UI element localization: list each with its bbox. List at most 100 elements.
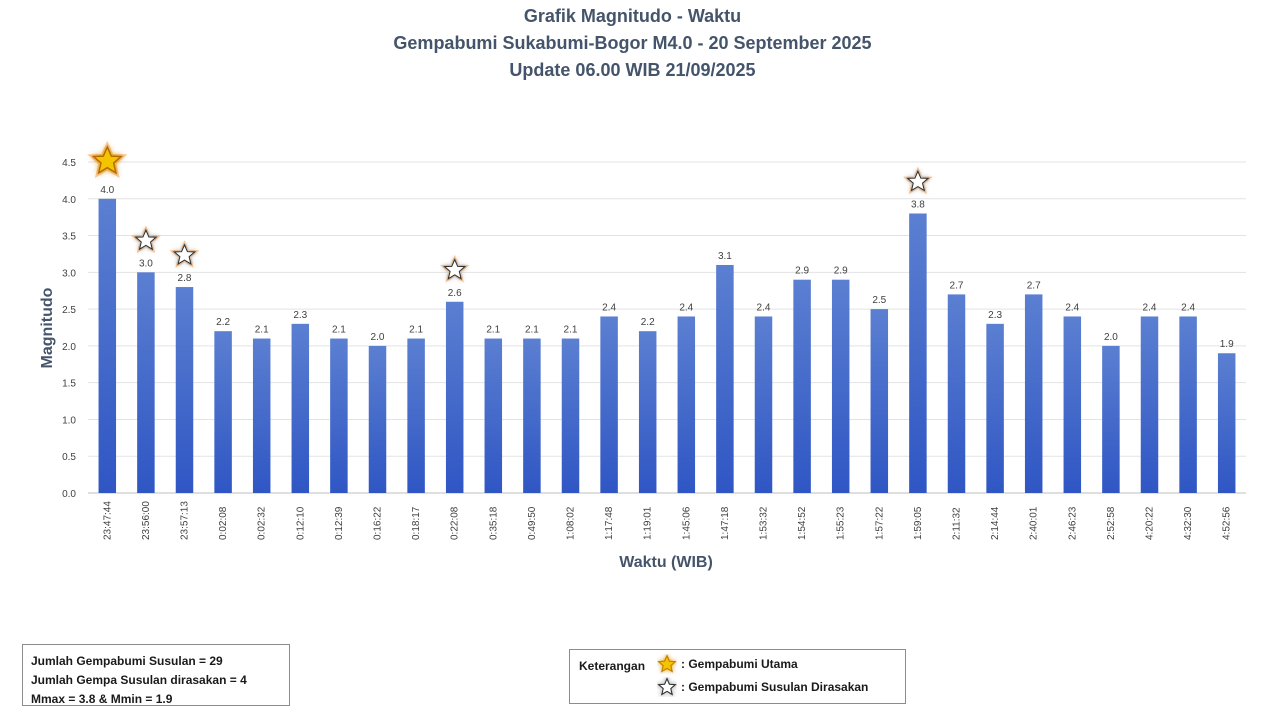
x-tick-label: 0:49:50 bbox=[527, 506, 538, 540]
chart-title: Grafik Magnitudo - Waktu bbox=[523, 6, 742, 26]
bar bbox=[214, 331, 232, 493]
bar bbox=[909, 213, 927, 493]
bar bbox=[754, 316, 773, 493]
bar bbox=[137, 272, 155, 493]
bar bbox=[986, 323, 1004, 493]
star-outline-icon bbox=[657, 677, 677, 696]
chart-update-note: Update 06.00 WIB 21/09/2025 bbox=[509, 60, 756, 80]
y-axis-label: Magnitudo bbox=[39, 287, 56, 368]
bar bbox=[175, 287, 194, 493]
bar-value-label: 2.9 bbox=[795, 266, 809, 277]
bar bbox=[677, 316, 696, 493]
bar bbox=[368, 345, 387, 493]
y-axis-ticks: 0.0 0.5 1.0 1.5 2.0 2.5 3.0 3.5 4.0 4.5 bbox=[62, 158, 76, 500]
x-tick-label: 4:20:22 bbox=[1145, 506, 1156, 540]
bar-value-label: 3.1 bbox=[718, 251, 732, 262]
gridlines bbox=[88, 161, 1246, 494]
bar bbox=[407, 338, 425, 493]
bar bbox=[716, 264, 734, 493]
bar-value-label: 2.4 bbox=[1143, 302, 1157, 313]
y-tick-label: 0.5 bbox=[62, 452, 76, 463]
y-tick-label: 1.5 bbox=[62, 379, 76, 390]
bar-value-label: 2.0 bbox=[1104, 332, 1118, 343]
bar-value-label: 2.4 bbox=[757, 302, 771, 313]
x-tick-label: 0:12:10 bbox=[295, 506, 306, 540]
y-tick-label: 1.0 bbox=[62, 415, 76, 426]
bar-value-label: 3.8 bbox=[911, 199, 925, 210]
bar bbox=[445, 301, 464, 493]
chart-subtitle: Gempabumi Sukabumi-Bogor M4.0 - 20 Septe… bbox=[393, 33, 872, 53]
felt-aftershock-star-icon bbox=[134, 228, 158, 251]
x-axis-ticks: 23:47:44 23:56:00 23:57:13 0:02:08 0:02:32 0:… bbox=[102, 501, 1232, 540]
summary-box: Jumlah Gempabumi Susulan = 29 Jumlah Gem… bbox=[22, 644, 290, 706]
y-tick-label: 2.5 bbox=[62, 305, 76, 316]
bar bbox=[561, 338, 580, 493]
bar-value-label: 2.1 bbox=[409, 325, 423, 336]
bar-value-label: 2.4 bbox=[602, 302, 616, 313]
x-tick-label: 1:45:06 bbox=[681, 506, 692, 540]
x-tick-label: 4:32:30 bbox=[1183, 506, 1194, 540]
bar bbox=[947, 294, 966, 493]
bar bbox=[1140, 316, 1159, 493]
bar bbox=[870, 309, 889, 493]
legend: Keterangan : Gempabumi Utama : Gempabumi… bbox=[569, 649, 906, 704]
legend-main-label: : Gempabumi Utama bbox=[681, 657, 798, 671]
x-tick-label: 1:53:32 bbox=[759, 506, 770, 540]
x-tick-label: 4:52:56 bbox=[1222, 506, 1233, 540]
bar bbox=[484, 338, 503, 493]
bar-value-label: 2.3 bbox=[293, 310, 307, 321]
bars bbox=[98, 198, 1236, 493]
x-tick-label: 2:52:58 bbox=[1106, 506, 1117, 540]
bar-value-label: 2.1 bbox=[332, 325, 346, 336]
bar-value-label: 2.1 bbox=[564, 325, 578, 336]
bar bbox=[1217, 353, 1236, 493]
x-tick-label: 2:46:23 bbox=[1067, 506, 1078, 540]
x-tick-label: 2:40:01 bbox=[1029, 506, 1040, 540]
x-tick-label: 0:02:32 bbox=[257, 506, 268, 540]
bar-value-label: 2.7 bbox=[950, 280, 964, 291]
bar-value-label: 2.4 bbox=[1181, 302, 1195, 313]
felt-aftershock-star-icon bbox=[906, 169, 930, 192]
x-tick-label: 1:57:22 bbox=[874, 506, 885, 540]
main-shock-star-icon bbox=[91, 145, 124, 175]
x-tick-label: 1:55:23 bbox=[836, 506, 847, 540]
bar bbox=[600, 316, 618, 493]
bar-value-label: 2.4 bbox=[679, 302, 693, 313]
y-tick-label: 3.5 bbox=[62, 232, 76, 243]
summary-magnitude-range: Mmax = 3.8 & Mmin = 1.9 bbox=[31, 692, 173, 706]
magnitude-bar-chart: 0.0 0.5 1.0 1.5 2.0 2.5 3.0 3.5 4.0 4.5 4.0 3.0 2.8… bbox=[39, 140, 1246, 571]
x-tick-label: 1:47:18 bbox=[720, 506, 731, 540]
bar bbox=[1024, 294, 1043, 493]
y-tick-label: 2.0 bbox=[62, 342, 76, 353]
bar bbox=[291, 323, 310, 493]
bar-value-label: 2.2 bbox=[216, 317, 230, 328]
star-filled-icon bbox=[657, 654, 677, 673]
bar-value-label: 2.3 bbox=[988, 310, 1002, 321]
x-tick-label: 0:16:22 bbox=[373, 506, 384, 540]
legend-felt-label: : Gempabumi Susulan Dirasakan bbox=[681, 680, 869, 694]
x-tick-label: 0:22:08 bbox=[450, 506, 461, 540]
bar-value-label: 2.6 bbox=[448, 288, 462, 299]
bar bbox=[831, 279, 850, 493]
legend-item-felt: : Gempabumi Susulan Dirasakan bbox=[657, 677, 868, 697]
felt-aftershock-star-icon bbox=[172, 243, 197, 266]
y-tick-label: 3.0 bbox=[62, 268, 76, 279]
x-tick-label: 23:56:00 bbox=[141, 501, 152, 540]
data-labels: 4.0 3.0 2.8 2.2 2.1 2.3 2.1 2.0 2.1 2.6 2.1 2.1 2.1 2… bbox=[100, 185, 1234, 350]
x-tick-label: 1:08:02 bbox=[566, 506, 577, 540]
bar-value-label: 2.4 bbox=[1065, 302, 1079, 313]
x-tick-label: 1:19:01 bbox=[643, 506, 654, 540]
star-markers bbox=[87, 140, 933, 283]
legend-title: Keterangan bbox=[579, 659, 646, 673]
bar-value-label: 2.9 bbox=[834, 266, 848, 277]
bar-value-label: 3.0 bbox=[139, 258, 153, 269]
x-axis-label: Waktu (WIB) bbox=[619, 554, 713, 571]
x-tick-label: 1:59:05 bbox=[913, 506, 924, 540]
x-tick-label: 23:57:13 bbox=[180, 501, 191, 540]
bar bbox=[638, 331, 657, 493]
bar-value-label: 2.1 bbox=[255, 325, 269, 336]
x-tick-label: 0:35:18 bbox=[488, 506, 499, 540]
bar bbox=[523, 338, 541, 493]
y-tick-label: 4.0 bbox=[62, 195, 76, 206]
bar bbox=[1063, 316, 1082, 493]
